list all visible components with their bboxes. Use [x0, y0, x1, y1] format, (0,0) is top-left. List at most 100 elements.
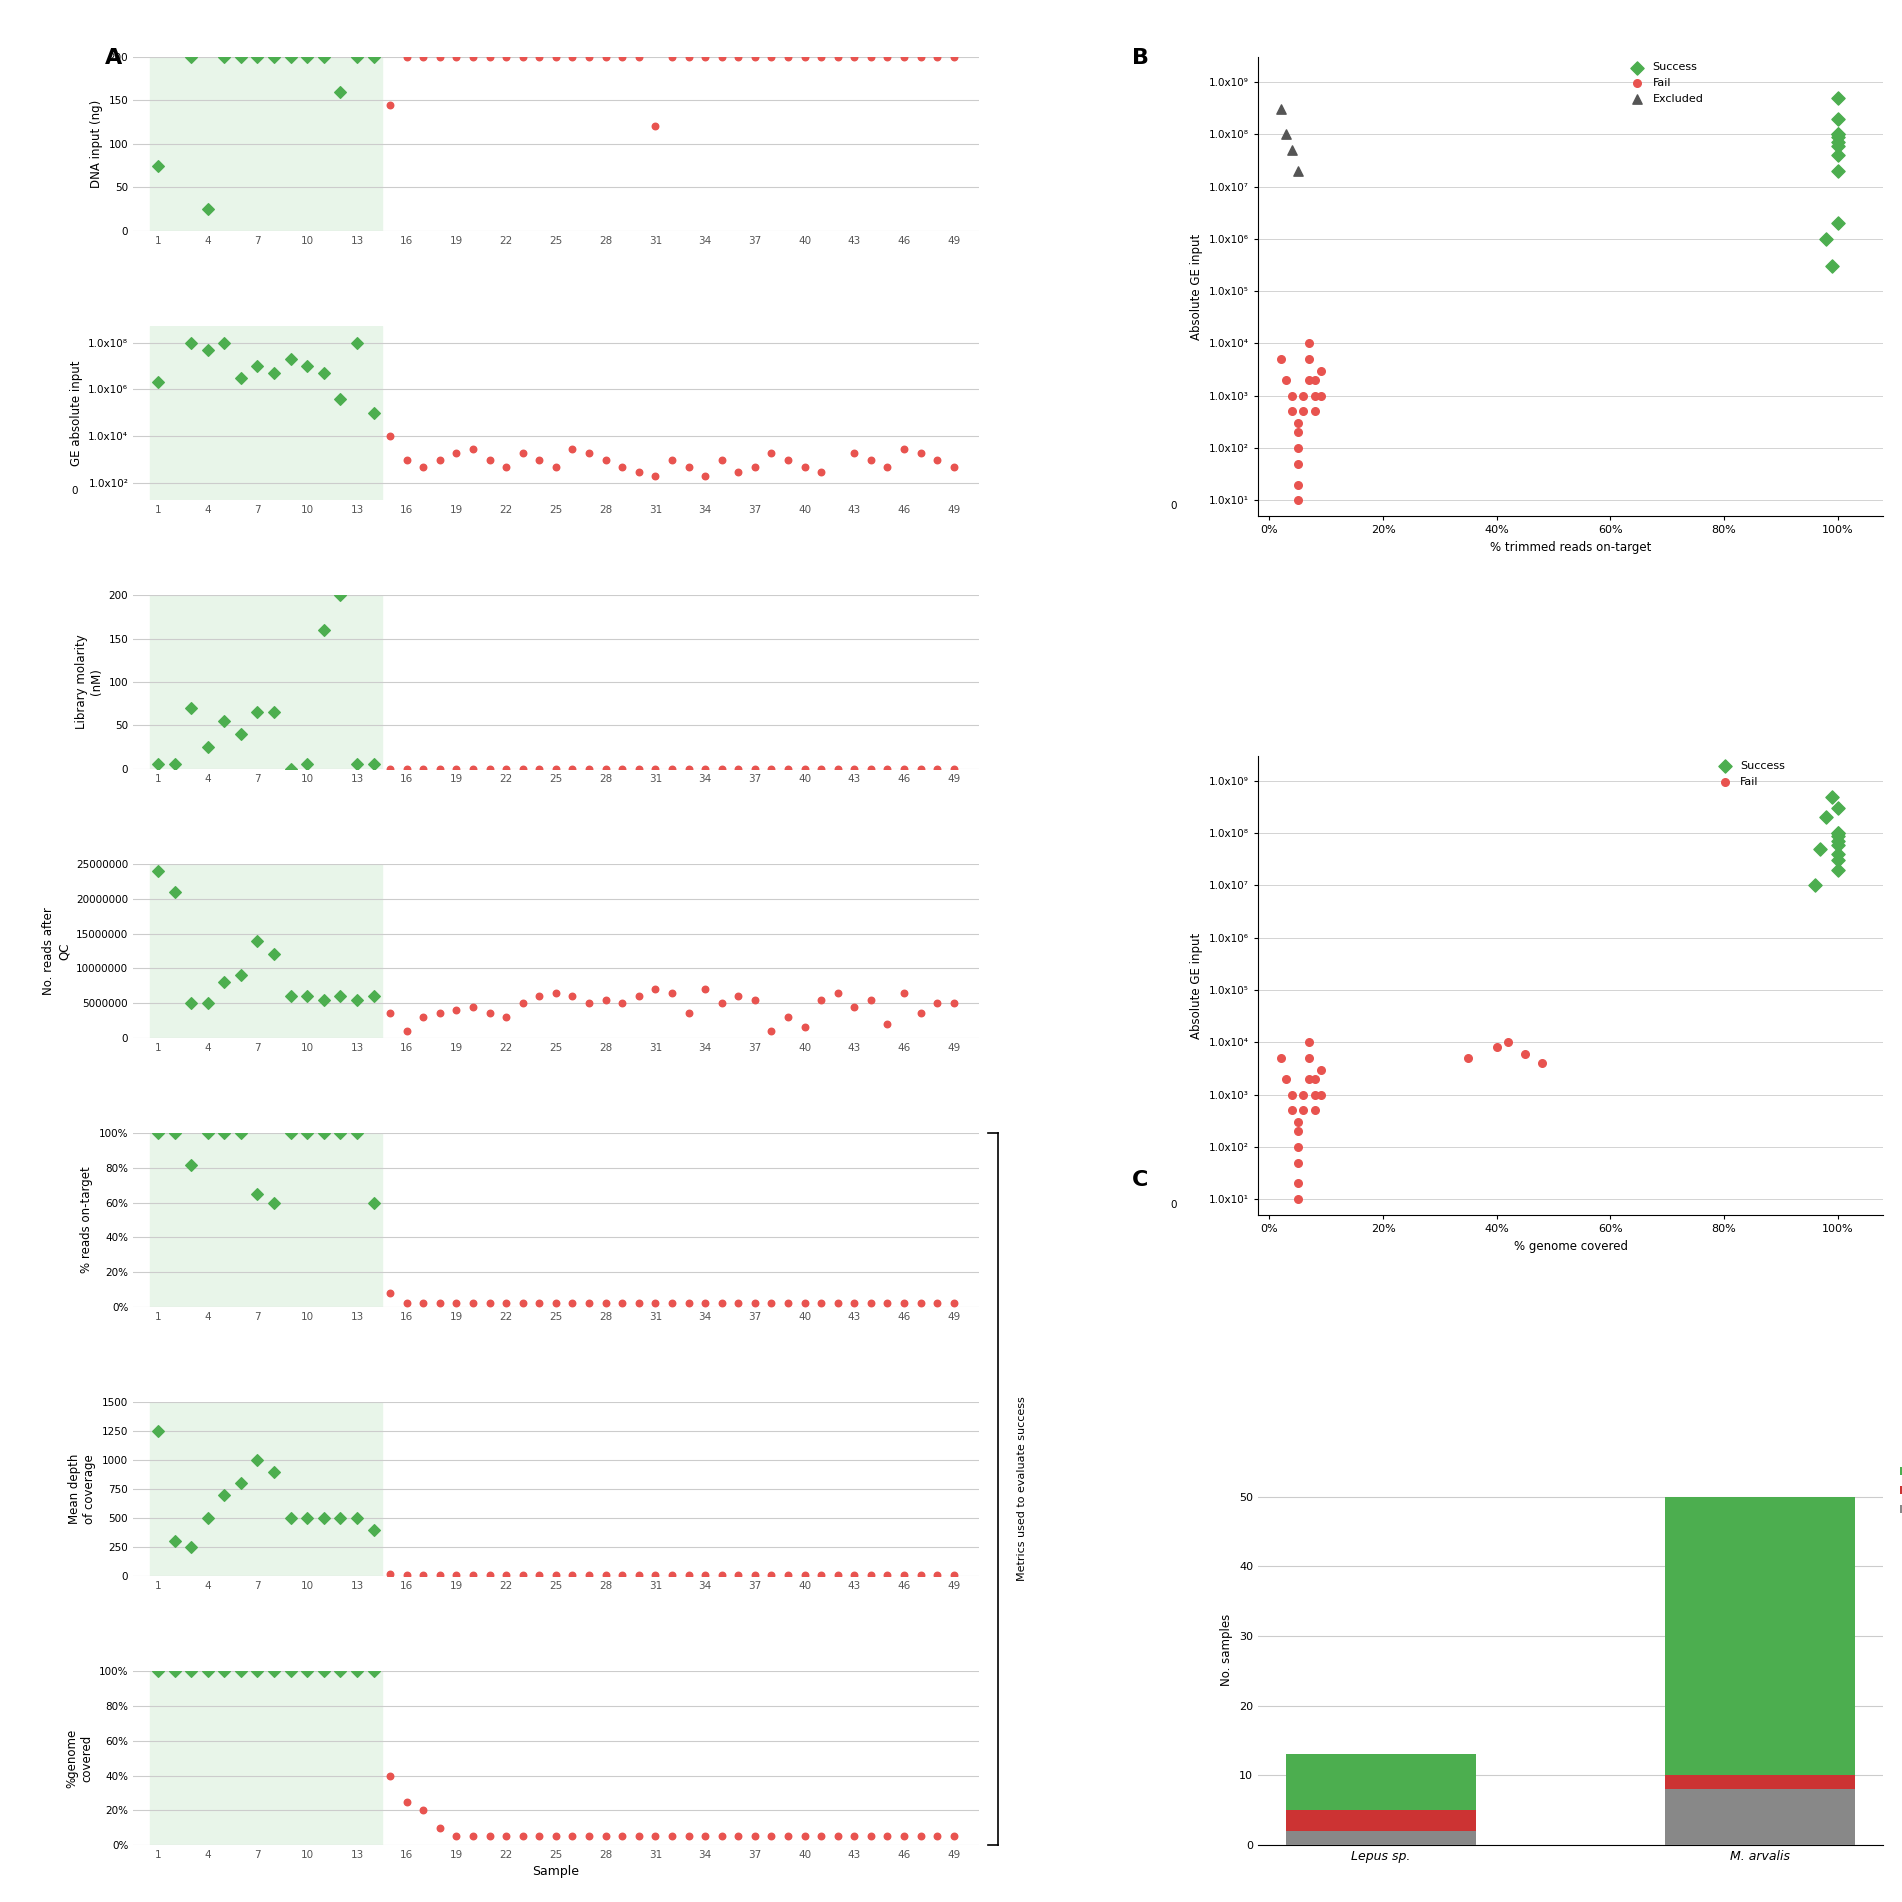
- Point: [375, 89, 405, 120]
- Point: [325, 76, 356, 107]
- Fail: [1282, 417, 1312, 447]
- Point: [574, 1560, 605, 1590]
- Point: [491, 451, 521, 481]
- Y-axis label: No. reads after
QC: No. reads after QC: [42, 907, 70, 995]
- Point: [392, 42, 422, 72]
- Bar: [1664, 1790, 1854, 1845]
- Point: [839, 437, 869, 468]
- Fail: [1271, 1063, 1301, 1094]
- Fail: [1282, 449, 1312, 479]
- Point: [806, 1560, 837, 1590]
- Point: [856, 1288, 886, 1318]
- Fail: [1293, 344, 1324, 375]
- Point: [656, 978, 687, 1008]
- Point: [806, 42, 837, 72]
- Bar: [150, 1134, 382, 1307]
- Point: [723, 42, 753, 72]
- Point: [392, 1288, 422, 1318]
- Point: [508, 1820, 538, 1851]
- Point: [358, 981, 388, 1012]
- Point: [706, 1820, 736, 1851]
- Point: [856, 1820, 886, 1851]
- Point: [938, 1820, 968, 1851]
- Point: [259, 1187, 289, 1217]
- Bar: [1286, 1832, 1476, 1845]
- Point: [192, 1503, 223, 1533]
- Point: [525, 1288, 555, 1318]
- Point: [293, 749, 323, 780]
- Y-axis label: GE absolute input: GE absolute input: [70, 359, 82, 466]
- Success: [1816, 782, 1847, 812]
- Point: [392, 1786, 422, 1816]
- Point: [905, 1560, 936, 1590]
- Fail: [1299, 1063, 1329, 1094]
- Point: [424, 42, 455, 72]
- Point: [226, 1468, 257, 1499]
- Point: [293, 981, 323, 1012]
- Point: [856, 42, 886, 72]
- Point: [474, 42, 504, 72]
- Point: [740, 451, 770, 481]
- Point: [590, 445, 620, 476]
- Point: [525, 753, 555, 784]
- Point: [375, 1759, 405, 1790]
- Point: [822, 1820, 852, 1851]
- Point: [922, 42, 953, 72]
- Point: [673, 999, 704, 1029]
- Point: [259, 1657, 289, 1687]
- Point: [308, 614, 339, 645]
- Success: [1822, 82, 1853, 112]
- X-axis label: Sample: Sample: [533, 1866, 580, 1879]
- Success: [1822, 818, 1853, 848]
- Point: [888, 1288, 919, 1318]
- Point: [656, 1820, 687, 1851]
- Point: [656, 753, 687, 784]
- Point: [740, 1560, 770, 1590]
- Point: [540, 451, 571, 481]
- Point: [177, 692, 207, 723]
- Point: [757, 1560, 787, 1590]
- Point: [922, 1820, 953, 1851]
- Bar: [150, 595, 382, 768]
- Point: [474, 1288, 504, 1318]
- Point: [757, 42, 787, 72]
- Fail: [1288, 1096, 1318, 1126]
- Point: [873, 451, 903, 481]
- Success: [1811, 803, 1841, 833]
- Point: [276, 753, 306, 784]
- Point: [177, 1531, 207, 1562]
- Point: [491, 1288, 521, 1318]
- Point: [508, 1560, 538, 1590]
- Success: [1822, 793, 1853, 824]
- Point: [607, 1560, 637, 1590]
- Point: [839, 42, 869, 72]
- Point: [424, 1560, 455, 1590]
- Point: [441, 995, 472, 1025]
- Point: [557, 1560, 588, 1590]
- Point: [491, 1820, 521, 1851]
- Point: [789, 42, 820, 72]
- Point: [508, 753, 538, 784]
- Point: [424, 1288, 455, 1318]
- Point: [839, 1288, 869, 1318]
- Point: [342, 1118, 373, 1149]
- Fail: [1276, 380, 1307, 411]
- Fail: [1271, 365, 1301, 396]
- Point: [938, 1288, 968, 1318]
- Point: [772, 753, 803, 784]
- Point: [441, 753, 472, 784]
- Point: [590, 1820, 620, 1851]
- Point: [342, 327, 373, 358]
- Success: [1822, 839, 1853, 869]
- Point: [308, 358, 339, 388]
- Point: [192, 1118, 223, 1149]
- Point: [772, 42, 803, 72]
- Point: [557, 434, 588, 464]
- Fail: [1282, 1168, 1312, 1198]
- Bar: [1664, 1497, 1854, 1775]
- Point: [806, 456, 837, 487]
- Point: [192, 335, 223, 365]
- Point: [474, 445, 504, 476]
- Point: [757, 1820, 787, 1851]
- Point: [690, 1820, 721, 1851]
